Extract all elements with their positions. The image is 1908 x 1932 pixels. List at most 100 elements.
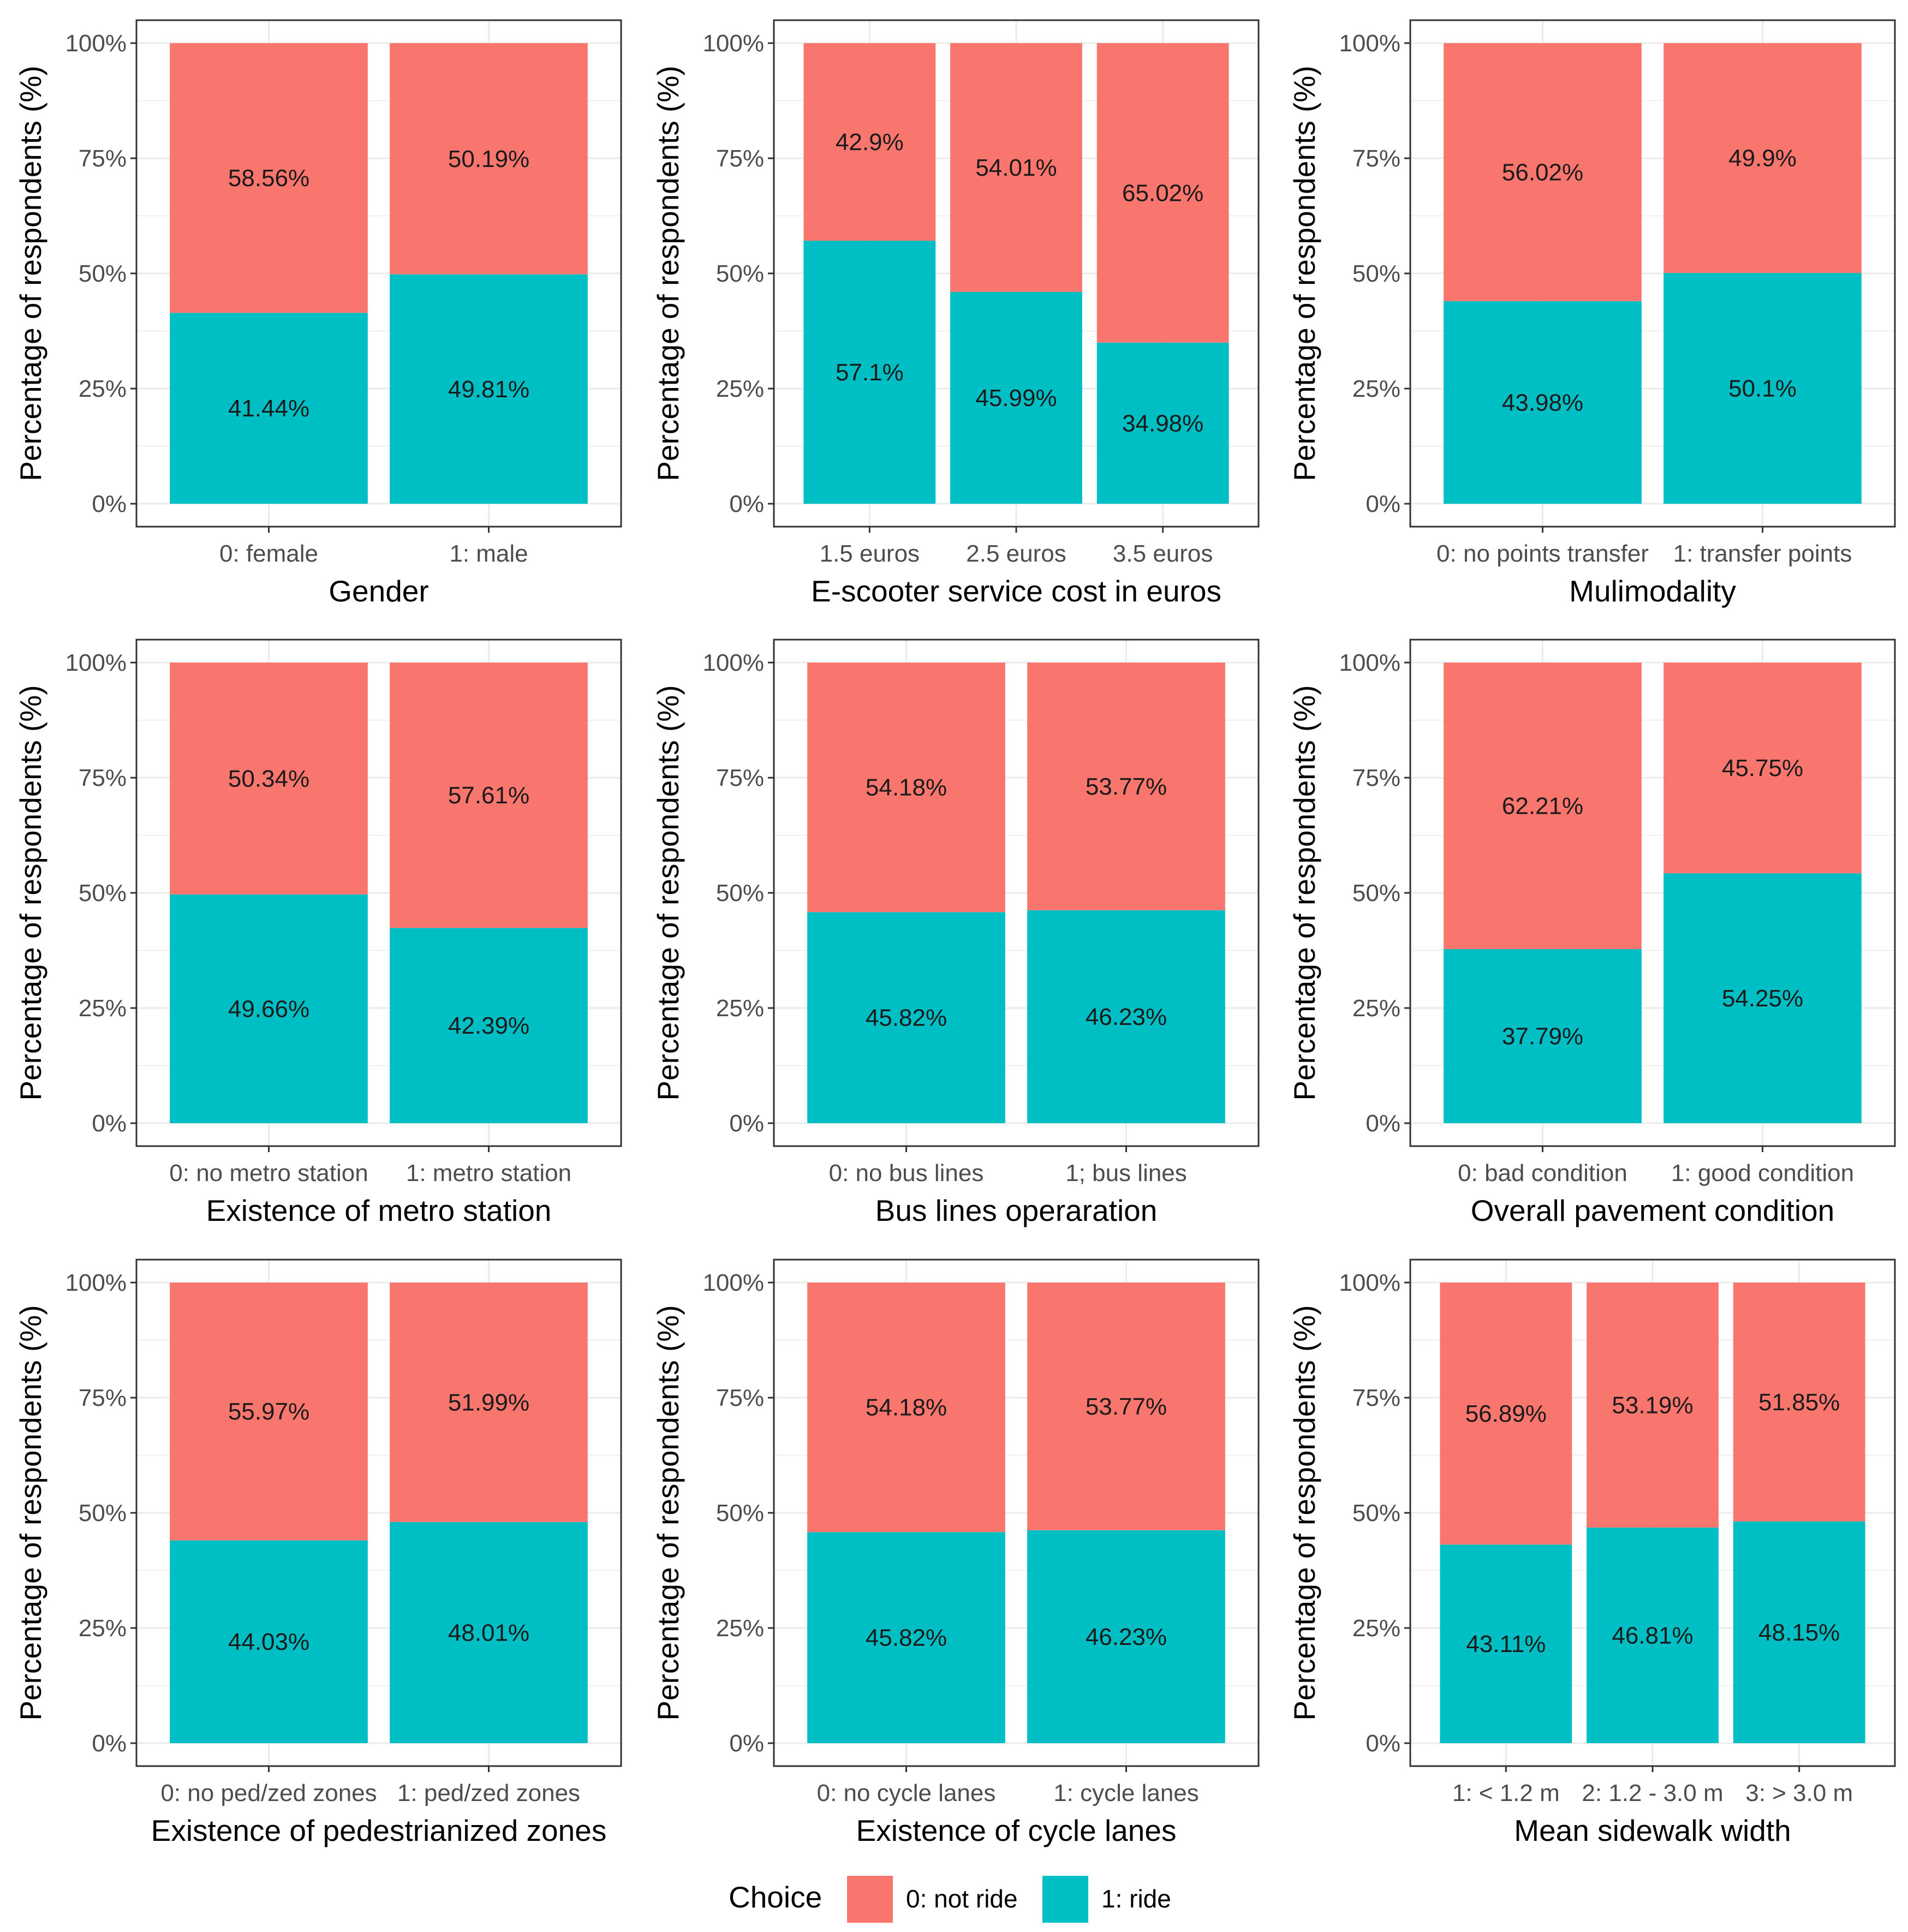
panel-4-y-tick-label: 100% bbox=[65, 649, 127, 676]
panel-6-y-axis-title: Percentage of respondents (%) bbox=[1287, 685, 1321, 1100]
panel-7-x-tick-label: 1: ped/zed zones bbox=[397, 1780, 580, 1806]
panel-1-y-tick-label: 50% bbox=[79, 260, 127, 287]
panel-2-y-tick-label: 25% bbox=[716, 375, 764, 402]
panel-9-label-ride: 43.11% bbox=[1466, 1631, 1546, 1657]
panel-5-bar-not-ride bbox=[1027, 663, 1225, 910]
panel-4-x-tick-label: 1: metro station bbox=[406, 1160, 571, 1186]
panel-4-label-ride: 49.66% bbox=[228, 995, 309, 1022]
panel-9-x-axis-title: Mean sidewalk width bbox=[1514, 1814, 1791, 1847]
panel-5-bar-not-ride bbox=[807, 663, 1005, 913]
panel-9-label-ride: 48.15% bbox=[1758, 1619, 1840, 1646]
panel-5-label-not-ride: 53.77% bbox=[1086, 773, 1167, 800]
panel-6-bar-not-ride bbox=[1663, 663, 1862, 874]
panel-9-x-tick-label: 2: 1.2 - 3.0 m bbox=[1582, 1780, 1723, 1806]
panel-6-x-axis-title: Overall pavement condition bbox=[1471, 1194, 1834, 1227]
panel-5-y-axis-title: Percentage of respondents (%) bbox=[651, 685, 685, 1100]
panel-3-bar-ride bbox=[1444, 301, 1642, 504]
panel-8-bar-ride bbox=[1027, 1530, 1225, 1743]
panel-8-bar-ride bbox=[807, 1532, 1005, 1743]
panel-1-bar-ride bbox=[170, 313, 368, 504]
panel-9-bar-ride bbox=[1440, 1545, 1572, 1743]
panel-2-x-tick-label: 3.5 euros bbox=[1113, 540, 1213, 567]
legend-label-not-ride: 0: not ride bbox=[906, 1885, 1018, 1913]
panel-3-y-tick-label: 25% bbox=[1352, 375, 1400, 402]
panel-6-y-tick-label: 50% bbox=[1352, 880, 1400, 907]
panel-6-y-tick-label: 100% bbox=[1339, 649, 1400, 676]
panel-4-x-axis-title: Existence of metro station bbox=[206, 1194, 552, 1227]
panel-9-label-ride: 46.81% bbox=[1612, 1622, 1693, 1649]
panel-5-y-tick-label: 25% bbox=[716, 995, 764, 1022]
panel-2-x-axis-title: E-scooter service cost in euros bbox=[811, 574, 1221, 608]
panel-9-x-tick-label: 3: > 3.0 m bbox=[1745, 1780, 1853, 1806]
panel-1-y-tick-label: 100% bbox=[65, 30, 127, 57]
panel-3-y-axis-title: Percentage of respondents (%) bbox=[1287, 65, 1321, 481]
panel-1-label-ride: 49.81% bbox=[448, 376, 529, 403]
panel-7-bar-not-ride bbox=[170, 1283, 368, 1541]
panel-2-y-tick-label: 50% bbox=[716, 260, 764, 287]
panel-2-x-tick-label: 1.5 euros bbox=[820, 540, 920, 567]
panel-3-label-ride: 43.98% bbox=[1502, 389, 1583, 416]
panel-2-bar-not-ride bbox=[1096, 43, 1229, 343]
panel-3-x-tick-label: 1: transfer points bbox=[1673, 540, 1852, 567]
panel-1-label-ride: 41.44% bbox=[228, 395, 309, 422]
panel-4-y-axis-title: Percentage of respondents (%) bbox=[14, 685, 47, 1100]
panel-4-label-not-ride: 50.34% bbox=[228, 765, 309, 792]
panel-6-x-tick-label: 0: bad condition bbox=[1458, 1160, 1627, 1186]
panel-7-y-tick-label: 0% bbox=[92, 1730, 127, 1757]
panel-6-label-ride: 54.25% bbox=[1722, 985, 1803, 1012]
legend-swatch-not-ride bbox=[847, 1876, 893, 1923]
panel-6-x-tick-label: 1: good condition bbox=[1671, 1160, 1854, 1186]
panel-3-label-not-ride: 49.9% bbox=[1728, 145, 1797, 172]
panel-4-x-tick-label: 0: no metro station bbox=[169, 1160, 368, 1186]
panel-2-y-tick-label: 75% bbox=[716, 145, 764, 172]
panel-3-bar-not-ride bbox=[1663, 43, 1862, 273]
panel-2-label-ride: 34.98% bbox=[1122, 410, 1203, 437]
panel-9-bar-not-ride bbox=[1440, 1283, 1572, 1545]
panel-2-y-tick-label: 100% bbox=[702, 30, 764, 57]
panel-6-y-tick-label: 0% bbox=[1366, 1110, 1400, 1137]
panel-7-bar-ride bbox=[170, 1540, 368, 1743]
panel-2-bar-not-ride bbox=[950, 43, 1082, 292]
panel-1-x-tick-label: 1: male bbox=[449, 540, 528, 567]
panel-2-bar-not-ride bbox=[803, 43, 936, 241]
panel-1-y-tick-label: 0% bbox=[92, 491, 127, 517]
panel-2-label-ride: 45.99% bbox=[975, 385, 1057, 412]
panel-5-y-tick-label: 75% bbox=[716, 765, 764, 791]
panel-7-label-ride: 44.03% bbox=[228, 1629, 309, 1655]
panel-4-label-not-ride: 57.61% bbox=[448, 782, 529, 809]
panel-9-y-tick-label: 100% bbox=[1339, 1269, 1400, 1296]
panel-7-bar-not-ride bbox=[390, 1283, 588, 1522]
panel-4-bar-not-ride bbox=[170, 663, 368, 895]
panel-5-label-ride: 46.23% bbox=[1086, 1004, 1167, 1030]
panel-2-bar-ride bbox=[1096, 342, 1229, 504]
panel-7-label-not-ride: 51.99% bbox=[448, 1389, 529, 1416]
panel-8-y-tick-label: 100% bbox=[702, 1269, 764, 1296]
panel-7-y-tick-label: 50% bbox=[79, 1500, 127, 1526]
panel-5-y-tick-label: 50% bbox=[716, 880, 764, 907]
panel-5-label-ride: 45.82% bbox=[866, 1005, 947, 1031]
panel-9-y-tick-label: 50% bbox=[1352, 1500, 1400, 1526]
panel-4-y-tick-label: 50% bbox=[79, 880, 127, 907]
panel-8-label-ride: 46.23% bbox=[1086, 1624, 1167, 1650]
panel-1-bar-not-ride bbox=[390, 43, 588, 275]
panel-4-bar-ride bbox=[390, 928, 588, 1123]
panel-5-y-tick-label: 100% bbox=[702, 649, 764, 676]
panel-2-label-not-ride: 65.02% bbox=[1122, 180, 1203, 206]
panel-9-y-tick-label: 25% bbox=[1352, 1615, 1400, 1642]
panel-4-y-tick-label: 75% bbox=[79, 765, 127, 791]
panel-1-x-tick-label: 0: female bbox=[219, 540, 318, 567]
panel-6-bar-not-ride bbox=[1444, 663, 1642, 950]
panel-9-y-tick-label: 75% bbox=[1352, 1385, 1400, 1411]
panel-5-x-tick-label: 1; bus lines bbox=[1065, 1160, 1187, 1186]
panel-7-y-tick-label: 100% bbox=[65, 1269, 127, 1296]
panel-9-bar-not-ride bbox=[1733, 1283, 1865, 1522]
panel-8-bar-not-ride bbox=[807, 1283, 1005, 1533]
panel-2-label-not-ride: 54.01% bbox=[975, 154, 1057, 181]
panel-5-label-not-ride: 54.18% bbox=[866, 774, 947, 801]
panel-2-y-axis-title: Percentage of respondents (%) bbox=[651, 65, 685, 481]
panel-6-label-not-ride: 62.21% bbox=[1502, 793, 1583, 820]
panel-1-x-axis-title: Gender bbox=[329, 574, 428, 608]
panel-7-label-not-ride: 55.97% bbox=[228, 1398, 309, 1425]
